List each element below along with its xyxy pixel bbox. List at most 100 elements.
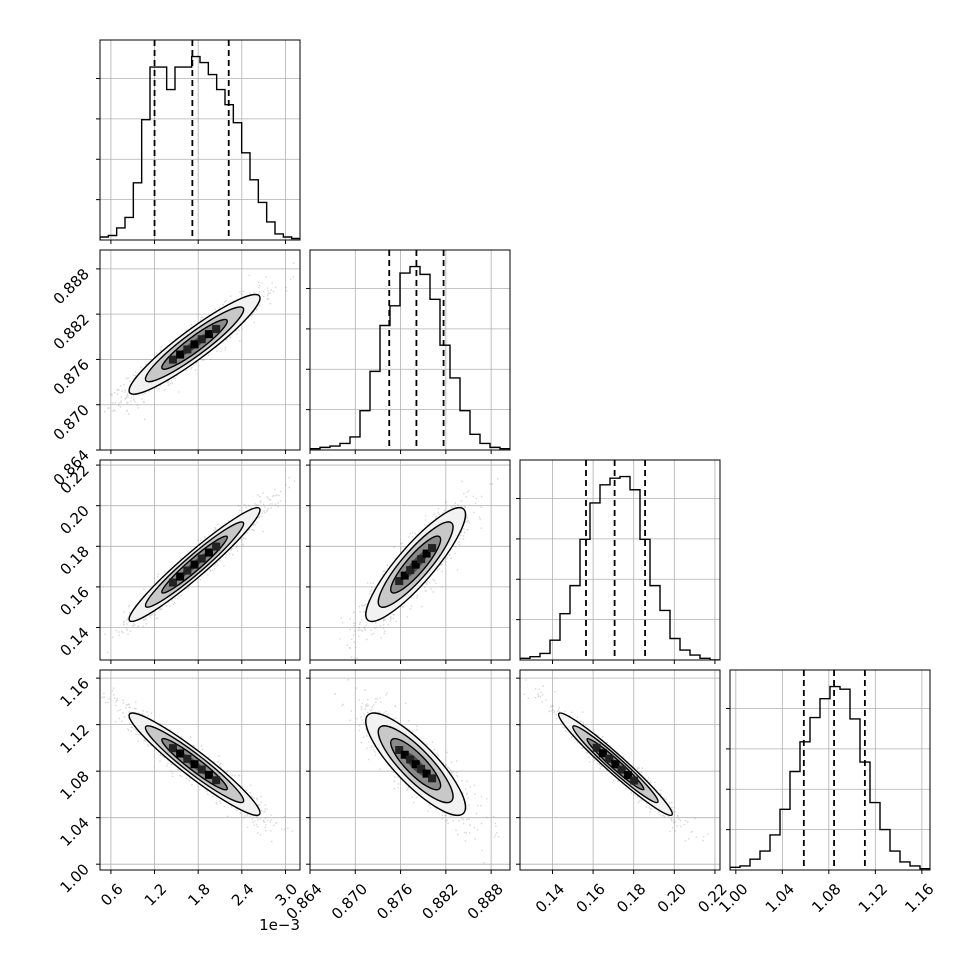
density-bin bbox=[411, 560, 420, 569]
panel-content bbox=[310, 460, 510, 660]
x-tick-label: 0.14 bbox=[532, 880, 568, 916]
histogram-panel-2 bbox=[516, 459, 721, 664]
scatter-panel-1-2 bbox=[306, 459, 511, 664]
y-tick-label: 0.18 bbox=[56, 542, 92, 578]
y-tick-label: 1.04 bbox=[56, 814, 92, 850]
x-tick-label: 1.08 bbox=[808, 880, 844, 916]
density-bin bbox=[598, 749, 607, 758]
density-bin bbox=[197, 554, 206, 563]
histogram-step bbox=[310, 265, 510, 450]
density-bin bbox=[406, 566, 415, 575]
density-bin bbox=[212, 776, 221, 785]
panel-content bbox=[100, 460, 300, 660]
density-bin bbox=[422, 549, 431, 558]
y-tick-label: 0.870 bbox=[50, 401, 93, 444]
density-bin bbox=[168, 578, 177, 587]
density-bin bbox=[168, 355, 177, 364]
x-tick-label: 0.876 bbox=[373, 880, 416, 923]
density-bin bbox=[400, 571, 409, 580]
axes-frame bbox=[519, 459, 721, 661]
density-bin bbox=[417, 555, 426, 564]
density-bin bbox=[176, 749, 185, 758]
density-bin bbox=[623, 771, 632, 780]
y-tick-label: 0.16 bbox=[56, 583, 92, 619]
density-bin bbox=[605, 754, 614, 763]
x-tick-label: 2.4 bbox=[228, 880, 258, 910]
axes-frame bbox=[309, 459, 511, 661]
x-tick-label: 0.6 bbox=[97, 880, 127, 910]
x-tick-label: 0.20 bbox=[654, 880, 690, 916]
x-tick-label: 1.12 bbox=[855, 880, 891, 916]
panel-content bbox=[100, 250, 300, 450]
density-bin bbox=[422, 769, 431, 778]
density-bin bbox=[411, 760, 420, 769]
density-bin bbox=[183, 754, 192, 763]
density-bin bbox=[611, 760, 620, 769]
scatter-panel-1-3 bbox=[306, 669, 511, 874]
y-tick-label: 0.882 bbox=[50, 310, 93, 353]
density-bin bbox=[212, 542, 221, 551]
density-bin bbox=[204, 330, 213, 339]
panel-content bbox=[520, 670, 720, 870]
histogram-step bbox=[520, 475, 720, 660]
x-tick-label: 1.04 bbox=[762, 880, 798, 916]
histogram-panel-3 bbox=[726, 669, 931, 874]
density-bin bbox=[592, 743, 601, 752]
density-bin bbox=[204, 770, 213, 779]
density-bin bbox=[204, 548, 213, 557]
density-bin bbox=[176, 572, 185, 581]
density-bin bbox=[190, 340, 199, 349]
scatter-panel-2-3 bbox=[516, 669, 721, 874]
panel-content bbox=[100, 670, 300, 870]
density-bin bbox=[395, 746, 404, 755]
axes-frame bbox=[729, 669, 931, 871]
y-tick-label: 0.888 bbox=[50, 265, 93, 308]
x-tick-label: 1.8 bbox=[184, 880, 214, 910]
y-tick-label: 1.00 bbox=[56, 860, 92, 896]
x-tick-label: 0.870 bbox=[328, 880, 371, 923]
scatter-panel-0-1 bbox=[96, 249, 301, 454]
density-bin bbox=[630, 776, 639, 785]
axes-frame bbox=[309, 249, 511, 451]
histogram-step bbox=[100, 55, 300, 240]
density-bin bbox=[406, 755, 415, 764]
scatter-panel-0-2 bbox=[96, 459, 301, 664]
density-bin bbox=[212, 325, 221, 334]
y-tick-label: 0.876 bbox=[50, 356, 93, 399]
density-bin bbox=[400, 750, 409, 759]
x-tick-label: 0.18 bbox=[613, 880, 649, 916]
axes-frame bbox=[309, 669, 511, 871]
y-tick-label: 1.16 bbox=[56, 674, 92, 710]
panel-content bbox=[310, 670, 510, 870]
histogram-step bbox=[730, 685, 930, 870]
density-bin bbox=[183, 345, 192, 354]
axes-frame bbox=[99, 39, 301, 241]
hist-grid bbox=[520, 460, 720, 660]
x-tick-label: 0.888 bbox=[464, 880, 507, 923]
y-tick-label: 1.08 bbox=[56, 767, 92, 803]
density-bin bbox=[617, 765, 626, 774]
density-bin bbox=[183, 566, 192, 575]
density-bin bbox=[428, 774, 437, 783]
y-tick-label: 0.20 bbox=[56, 502, 92, 538]
hist-grid bbox=[730, 670, 930, 870]
offset-label: 1e−3 bbox=[259, 916, 300, 934]
density-bin bbox=[395, 577, 404, 586]
hist-grid bbox=[100, 40, 300, 240]
scatter-panel-0-3 bbox=[96, 669, 301, 874]
density-bin bbox=[176, 350, 185, 359]
histogram-panel-0 bbox=[96, 39, 301, 244]
y-tick-label: 1.12 bbox=[56, 721, 92, 757]
axes-frame bbox=[519, 669, 721, 871]
axes-frame bbox=[99, 669, 301, 871]
y-tick-label: 0.14 bbox=[56, 624, 92, 660]
hist-grid bbox=[310, 250, 510, 450]
x-tick-label: 1.16 bbox=[901, 880, 937, 916]
x-tick-label: 1.2 bbox=[141, 880, 171, 910]
density-bin bbox=[168, 744, 177, 753]
axes-frame bbox=[99, 459, 301, 661]
x-tick-label: 0.16 bbox=[572, 880, 608, 916]
density-bin bbox=[428, 544, 437, 553]
density-bin bbox=[197, 765, 206, 774]
